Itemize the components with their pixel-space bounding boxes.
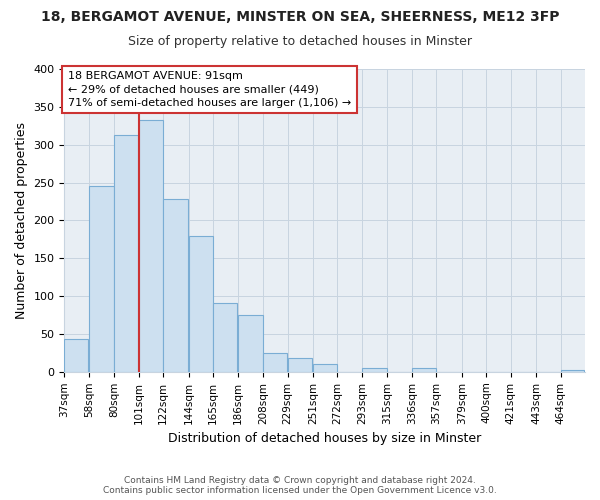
Bar bbox=[163, 199, 188, 372]
Bar bbox=[139, 120, 163, 372]
Text: Size of property relative to detached houses in Minster: Size of property relative to detached ho… bbox=[128, 35, 472, 48]
Bar bbox=[189, 236, 212, 372]
Bar bbox=[89, 186, 114, 372]
Text: 18, BERGAMOT AVENUE, MINSTER ON SEA, SHEERNESS, ME12 3FP: 18, BERGAMOT AVENUE, MINSTER ON SEA, SHE… bbox=[41, 10, 559, 24]
Bar bbox=[412, 368, 436, 372]
Bar bbox=[64, 338, 88, 372]
Text: 18 BERGAMOT AVENUE: 91sqm
← 29% of detached houses are smaller (449)
71% of semi: 18 BERGAMOT AVENUE: 91sqm ← 29% of detac… bbox=[68, 72, 351, 108]
Bar bbox=[287, 358, 313, 372]
Bar bbox=[263, 353, 287, 372]
Text: Contains HM Land Registry data © Crown copyright and database right 2024.
Contai: Contains HM Land Registry data © Crown c… bbox=[103, 476, 497, 495]
Bar bbox=[362, 368, 387, 372]
Bar bbox=[238, 315, 263, 372]
Bar bbox=[213, 303, 237, 372]
Y-axis label: Number of detached properties: Number of detached properties bbox=[15, 122, 28, 319]
Bar bbox=[560, 370, 584, 372]
Bar bbox=[313, 364, 337, 372]
Bar bbox=[115, 135, 138, 372]
X-axis label: Distribution of detached houses by size in Minster: Distribution of detached houses by size … bbox=[168, 432, 481, 445]
